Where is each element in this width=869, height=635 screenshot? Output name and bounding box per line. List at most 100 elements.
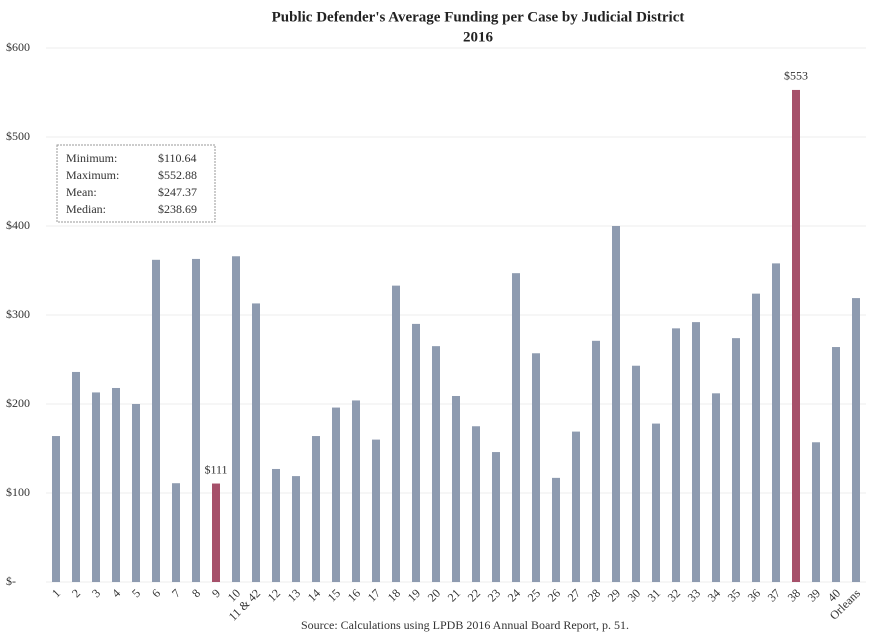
bar	[632, 365, 640, 582]
bar	[512, 273, 520, 582]
bar	[172, 483, 180, 582]
bar	[152, 259, 160, 582]
x-tick-label: 20	[425, 586, 443, 604]
bar	[832, 347, 840, 582]
y-tick-label: $400	[6, 218, 30, 232]
bar	[752, 293, 760, 582]
bar	[252, 303, 260, 582]
chart-title: Public Defender's Average Funding per Ca…	[272, 9, 685, 25]
x-tick-label: 9	[209, 586, 223, 600]
x-tick-label: 28	[585, 586, 603, 604]
bar	[852, 298, 860, 582]
x-tick-label: 7	[169, 586, 183, 600]
bar	[392, 285, 400, 582]
bar	[552, 477, 560, 582]
bar	[812, 442, 820, 582]
stat-label: Mean:	[66, 185, 97, 199]
bar	[712, 393, 720, 582]
bar	[532, 353, 540, 582]
bar	[732, 338, 740, 582]
x-tick-label: 19	[405, 586, 423, 604]
bar	[72, 371, 80, 582]
x-tick-label: 2	[69, 586, 83, 600]
bar	[192, 258, 200, 582]
y-tick-label: $200	[6, 396, 30, 410]
x-tick-label: 1	[49, 586, 63, 600]
bar	[592, 340, 600, 582]
stat-label: Median:	[66, 202, 106, 216]
x-tick-label: 38	[785, 586, 803, 604]
x-tick-label: 17	[365, 586, 383, 604]
x-tick-label: 27	[565, 586, 583, 604]
bar	[132, 404, 140, 582]
y-tick-label: $300	[6, 307, 30, 321]
bar	[92, 392, 100, 582]
x-tick-label: 13	[285, 586, 303, 604]
bar	[332, 407, 340, 582]
x-tick-label: 24	[505, 586, 523, 604]
bar	[272, 468, 280, 582]
bar	[672, 328, 680, 582]
bar	[472, 426, 480, 582]
bar	[572, 431, 580, 582]
x-tick-label: 33	[685, 586, 703, 604]
stat-value: $110.64	[158, 151, 197, 165]
x-tick-label: 29	[605, 586, 623, 604]
x-tick-label: 8	[189, 586, 203, 600]
bar	[692, 322, 700, 582]
value-label: $111	[204, 462, 227, 476]
bar	[312, 436, 320, 582]
value-label: $553	[784, 69, 808, 83]
bar	[212, 483, 220, 582]
x-tick-label: 5	[129, 586, 143, 600]
x-tick-label: 39	[805, 586, 823, 604]
stat-value: $247.37	[158, 185, 197, 199]
stat-label: Minimum:	[66, 151, 117, 165]
x-tick-label: 22	[465, 586, 483, 604]
bar	[292, 476, 300, 582]
x-tick-label: 23	[485, 586, 503, 604]
x-tick-label: 14	[305, 586, 323, 604]
bar	[372, 439, 380, 582]
bar	[52, 436, 60, 582]
chart-subtitle: 2016	[463, 29, 494, 45]
x-tick-label: 26	[545, 586, 563, 604]
bar	[792, 89, 800, 582]
stat-value: $552.88	[158, 168, 197, 182]
bar	[352, 400, 360, 582]
source-note: Source: Calculations using LPDB 2016 Ann…	[301, 618, 629, 632]
x-tick-label: 6	[149, 586, 163, 600]
bar	[492, 452, 500, 582]
x-tick-label: 3	[89, 586, 103, 600]
x-tick-label: 25	[525, 586, 543, 604]
bar	[232, 256, 240, 582]
bar	[412, 323, 420, 582]
x-tick-label: 31	[645, 586, 663, 604]
y-tick-label: $600	[6, 40, 30, 54]
bar	[652, 423, 660, 582]
stat-value: $238.69	[158, 202, 197, 216]
x-tick-label: 12	[265, 586, 283, 604]
x-tick-label: 4	[109, 586, 123, 600]
bar	[452, 395, 460, 582]
x-tick-label: 34	[705, 586, 723, 604]
x-tick-label: 36	[745, 586, 763, 604]
x-tick-label: 21	[445, 586, 463, 604]
x-tick-label: 35	[725, 586, 743, 604]
x-tick-label: 18	[385, 586, 403, 604]
x-tick-label: 15	[325, 586, 343, 604]
bar	[612, 226, 620, 582]
stat-label: Maximum:	[66, 168, 119, 182]
stats-box	[56, 144, 216, 223]
y-tick-label: $100	[6, 485, 30, 499]
bar	[432, 346, 440, 582]
x-tick-label: 32	[665, 586, 683, 604]
x-tick-label: 37	[765, 586, 783, 604]
y-tick-label: $-	[6, 574, 16, 588]
bar	[772, 263, 780, 582]
x-tick-label: 30	[625, 586, 643, 604]
bar	[112, 387, 120, 582]
x-tick-label: 16	[345, 586, 363, 604]
y-tick-label: $500	[6, 129, 30, 143]
